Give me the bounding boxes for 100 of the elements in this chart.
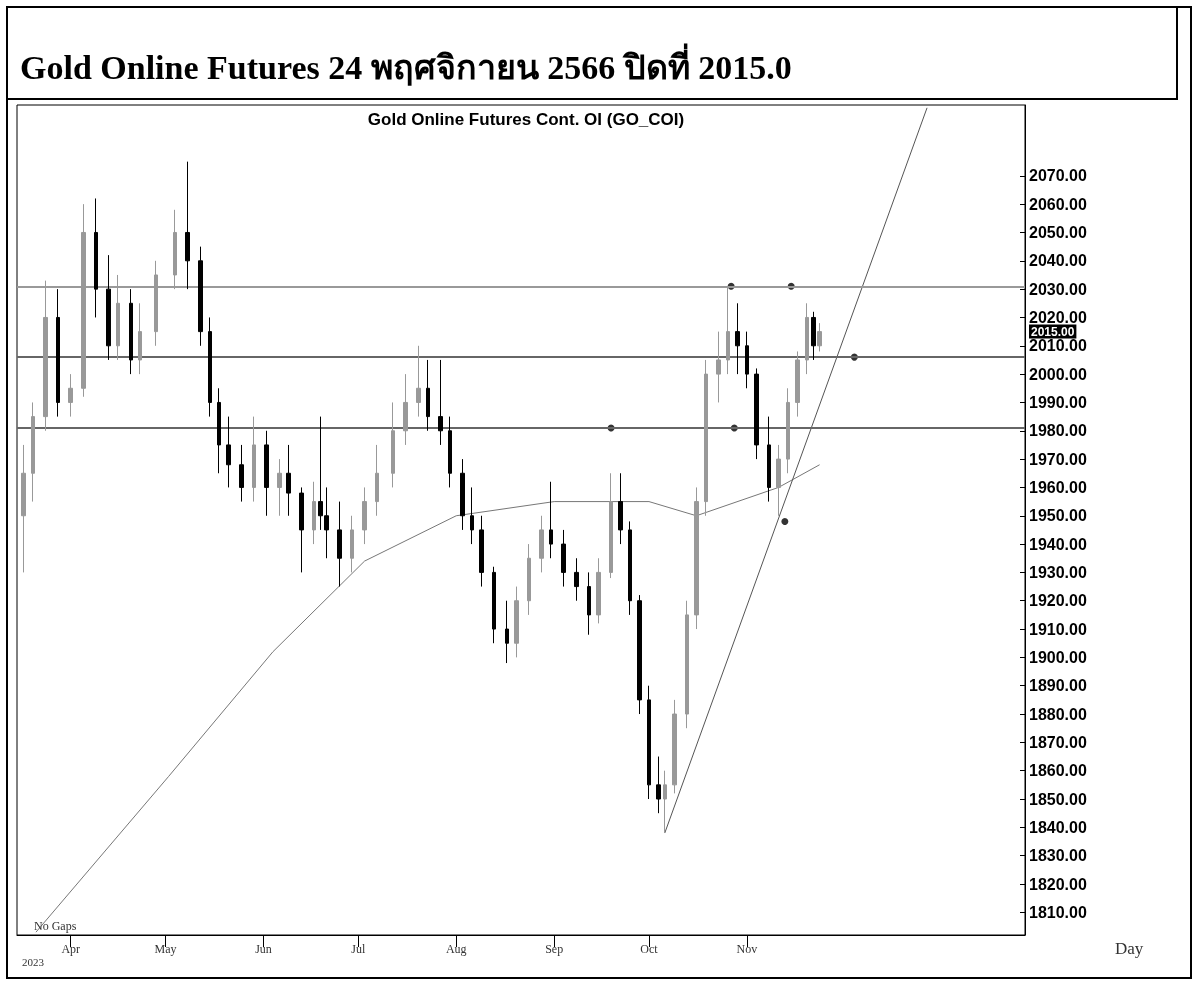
y-tick-label: 2020.00 — [1029, 308, 1087, 326]
candlestick — [239, 444, 244, 503]
candlestick — [138, 302, 142, 375]
line-series — [35, 464, 821, 933]
candlestick — [21, 444, 26, 573]
y-tick-label: 1870.00 — [1029, 733, 1087, 751]
candlestick — [391, 401, 395, 488]
candlestick — [299, 486, 304, 573]
candlestick — [561, 529, 566, 588]
candlestick — [185, 161, 190, 290]
x-tick-label: Jun — [255, 942, 272, 956]
candlestick — [735, 302, 740, 375]
candlestick — [767, 416, 771, 503]
y-tick-label: 1950.00 — [1029, 507, 1087, 525]
y-tick-label: 1820.00 — [1029, 875, 1087, 893]
candlestick — [362, 486, 367, 545]
candlestick — [628, 520, 632, 616]
candlestick — [31, 401, 35, 503]
y-tick-label: 2070.00 — [1029, 167, 1087, 185]
candlestick — [527, 543, 531, 616]
y-tick-label: 1880.00 — [1029, 705, 1087, 723]
y-tick-label: 1940.00 — [1029, 535, 1087, 553]
candlestick — [817, 322, 822, 352]
y-tick-label: 2000.00 — [1029, 365, 1087, 383]
candlestick — [277, 458, 282, 517]
x-tick-label: Aug — [445, 942, 467, 956]
point — [781, 517, 789, 525]
candlestick — [350, 515, 354, 573]
candlestick — [217, 387, 221, 474]
y-tick-label: 1840.00 — [1029, 818, 1087, 836]
candlestick — [252, 416, 256, 503]
candlestick — [208, 316, 212, 418]
candlestick — [805, 302, 809, 375]
text: Day — [1115, 939, 1144, 958]
candlestick — [448, 416, 452, 488]
y-tick-label: 1910.00 — [1029, 620, 1087, 638]
x-tick-label: Oct — [640, 942, 659, 956]
candlestick — [647, 685, 651, 800]
candlestick — [264, 430, 269, 517]
annotation: No Gaps — [34, 919, 77, 933]
candlestick — [312, 481, 316, 545]
candlestick — [337, 501, 342, 588]
candlestick — [609, 472, 613, 579]
x-tick-label: Apr — [61, 942, 81, 956]
candlestick — [716, 331, 721, 403]
y-tick-label: 1930.00 — [1029, 563, 1087, 581]
candlestick — [637, 594, 642, 715]
candlestick — [460, 458, 465, 531]
y-tick-label: 1810.00 — [1029, 903, 1087, 921]
candlestick — [656, 756, 661, 814]
candlestick — [129, 288, 133, 375]
candlestick — [492, 566, 496, 644]
text: 2023 — [22, 955, 45, 968]
y-tick-label: 1860.00 — [1029, 762, 1087, 780]
x-tick-label: Sep — [545, 942, 564, 956]
x-tick-label: Nov — [736, 942, 758, 956]
candlestick — [811, 311, 816, 361]
y-tick-label: 1920.00 — [1029, 592, 1087, 610]
candlestick — [403, 373, 408, 446]
y-tick-label: 2040.00 — [1029, 252, 1087, 270]
y-tick-label: 1970.00 — [1029, 450, 1087, 468]
y-tick-label: 2030.00 — [1029, 280, 1087, 298]
candlestick — [426, 359, 430, 432]
y-tick-label: 1990.00 — [1029, 393, 1087, 411]
candlestick — [505, 600, 509, 664]
y-tick-label: 2010.00 — [1029, 337, 1087, 355]
candlestick — [479, 515, 484, 588]
candlestick — [198, 246, 203, 347]
candlestick — [226, 416, 231, 488]
x-tick-label: May — [154, 942, 177, 956]
candlestick — [470, 486, 474, 545]
candlestick — [56, 288, 60, 418]
candlestick — [596, 557, 601, 624]
candlestick — [745, 331, 749, 389]
candlestick — [786, 387, 790, 474]
y-tick-label: 1890.00 — [1029, 677, 1087, 695]
candlestick — [754, 367, 759, 460]
candlestick — [514, 586, 519, 658]
candlestick — [776, 444, 781, 517]
candlestick — [549, 481, 553, 559]
text: 2015.00 — [1031, 324, 1075, 339]
chart-title: Gold Online Futures 24 พฤศจิกายน 2566 ปิดที่ 2015.0 — [20, 42, 792, 88]
candlestick — [94, 197, 98, 318]
y-tick-label: 1830.00 — [1029, 847, 1087, 865]
candlestick — [663, 770, 667, 834]
candlestick — [704, 359, 708, 517]
candlestick — [375, 444, 379, 517]
y-tick-label: 1960.00 — [1029, 478, 1087, 496]
x-tick-label: Jul — [351, 942, 366, 956]
candlestick — [416, 345, 421, 418]
candlestick — [286, 444, 291, 517]
candlestick — [685, 600, 689, 729]
candlestick — [587, 571, 591, 636]
candlestick — [574, 557, 579, 602]
y-tick-label: 1850.00 — [1029, 790, 1087, 808]
candlestick — [694, 486, 699, 630]
candlestick — [539, 515, 544, 573]
candlestick — [672, 699, 677, 794]
candlestick — [68, 373, 73, 418]
y-tick-label: 2050.00 — [1029, 223, 1087, 241]
